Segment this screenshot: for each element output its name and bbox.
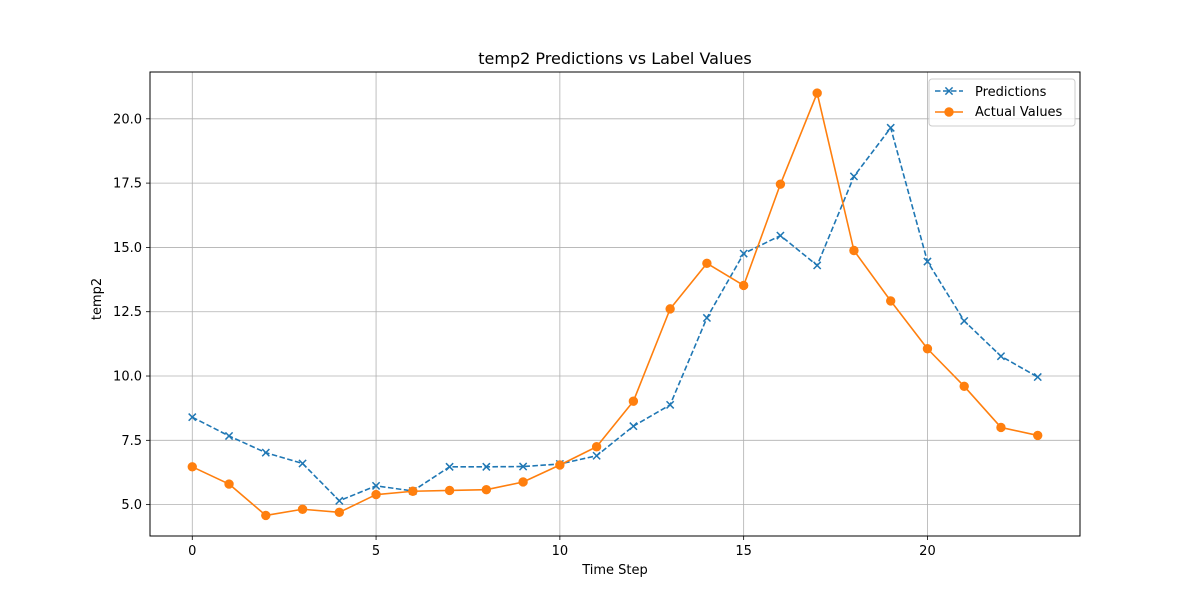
chart-title: temp2 Predictions vs Label Values [478, 49, 751, 68]
data-point-x-marker [1033, 372, 1042, 382]
data-point-x-marker [702, 313, 712, 323]
data-point-circle-marker [775, 179, 786, 189]
data-point-circle-marker [922, 344, 933, 354]
axis-ticks: 0 5 10 15 20 5.0 7.5 10.0 12.5 15.0 17.5 20.0 [113, 112, 936, 559]
data-point-circle-marker [885, 296, 896, 306]
data-point-circle-marker [481, 485, 492, 495]
data-point-circle-marker [738, 280, 749, 291]
x-tick-label: 10 [552, 544, 569, 559]
y-tick-label: 20.0 [113, 112, 142, 127]
legend: Predictions Actual Values [928, 78, 1076, 127]
data-point-x-marker [592, 451, 601, 460]
data-point-x-marker [886, 123, 895, 132]
data-point-x-marker [813, 261, 822, 270]
data-point-x-marker [629, 422, 638, 431]
data-point-x-marker [923, 257, 932, 266]
data-point-circle-marker [591, 442, 602, 452]
data-point-circle-marker [187, 462, 197, 472]
data-point-circle-marker [959, 381, 969, 392]
data-series [187, 88, 1043, 521]
data-point-x-marker [666, 400, 675, 409]
data-point-circle-marker [1033, 430, 1043, 441]
data-point-x-marker [335, 496, 344, 505]
data-point-circle-marker [702, 258, 712, 269]
data-point-circle-marker [334, 507, 345, 518]
data-point-x-marker [996, 352, 1006, 361]
legend-actual-label: Actual Values [975, 105, 1063, 120]
data-point-circle-marker [996, 422, 1006, 433]
data-point-x-marker [482, 462, 491, 471]
data-point-x-marker [960, 316, 969, 326]
data-point-x-marker [518, 462, 528, 471]
data-point-circle-marker [371, 489, 381, 500]
data-point-circle-marker [849, 245, 859, 256]
data-point-circle-marker [555, 460, 565, 470]
series-predictions [188, 123, 1042, 505]
data-point-x-marker [224, 431, 234, 441]
data-point-circle-marker [261, 510, 271, 521]
y-tick-label: 5.0 [121, 498, 142, 513]
data-point-circle-marker [812, 88, 822, 98]
y-tick-label: 17.5 [113, 177, 142, 192]
data-point-x-marker [188, 413, 197, 422]
data-point-circle-marker [224, 479, 234, 489]
x-tick-label: 15 [735, 544, 752, 559]
data-point-circle-marker [408, 486, 418, 496]
grid-lines [150, 72, 1080, 536]
legend-predictions-label: Predictions [975, 85, 1047, 100]
y-tick-label: 7.5 [121, 434, 142, 449]
y-tick-label: 12.5 [113, 305, 142, 320]
y-tick-label: 15.0 [113, 241, 142, 256]
legend-actual-circle-marker [944, 107, 954, 117]
data-point-x-marker [371, 481, 381, 490]
series-line [191, 92, 1038, 517]
data-point-x-marker [776, 231, 785, 240]
y-tick-label: 10.0 [113, 370, 142, 385]
data-point-x-marker [298, 459, 307, 468]
data-point-circle-marker [518, 477, 528, 487]
x-tick-label: 5 [372, 544, 380, 559]
legend-predictions-x-marker [944, 86, 954, 96]
series-line [191, 127, 1039, 502]
data-point-x-marker [739, 249, 748, 258]
data-point-x-marker [445, 462, 454, 471]
legend-box [928, 78, 1076, 127]
data-point-circle-marker [665, 304, 675, 314]
x-tick-label: 0 [188, 544, 196, 559]
data-point-circle-marker [297, 504, 308, 514]
y-axis-label: temp2 [90, 278, 105, 320]
series-actual-values [187, 88, 1043, 521]
data-point-x-marker [261, 448, 270, 457]
x-tick-label: 20 [919, 544, 936, 559]
x-axis-label: Time Step [581, 563, 648, 578]
data-point-circle-marker [628, 396, 639, 406]
plot-area-frame [149, 71, 1081, 537]
data-point-x-marker [849, 172, 859, 181]
data-point-circle-marker [444, 485, 455, 496]
